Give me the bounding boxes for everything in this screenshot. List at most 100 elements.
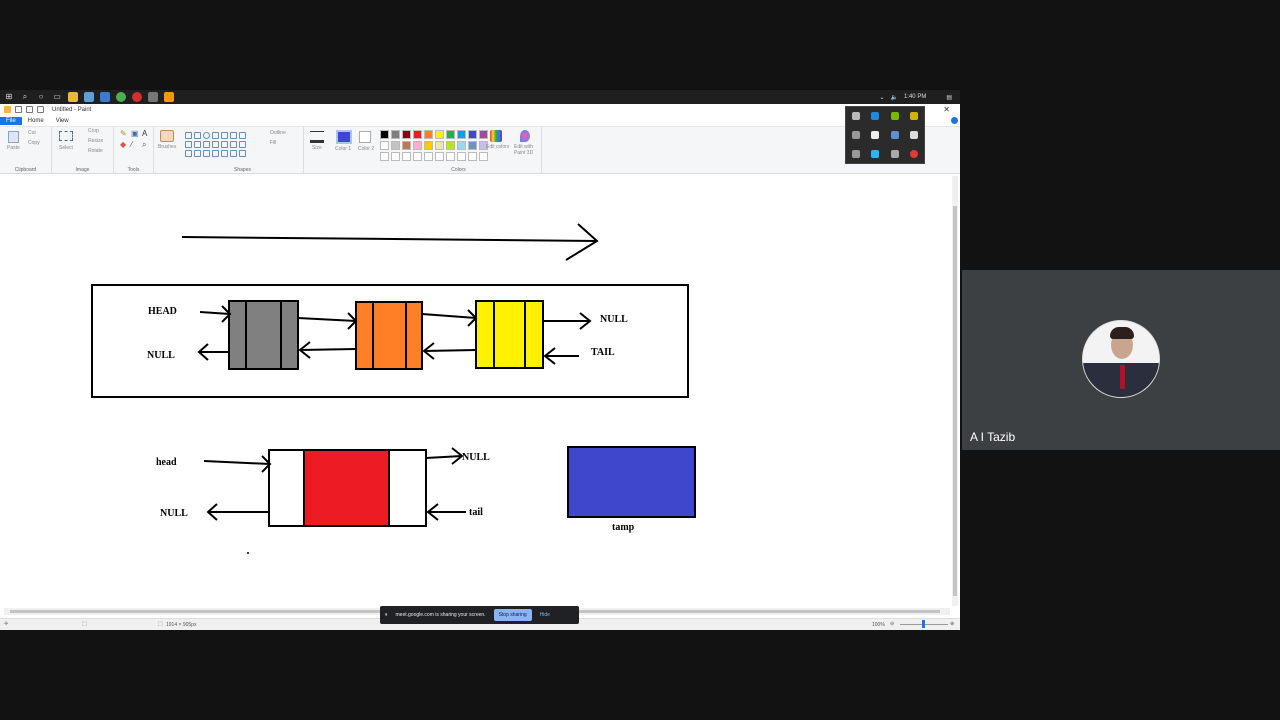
palette-color-swatch[interactable]: [435, 130, 444, 139]
chevron-up-icon[interactable]: ⌄: [879, 94, 885, 101]
shape-oval-callout-icon[interactable]: [221, 150, 228, 157]
custom-color-slot[interactable]: [446, 152, 455, 161]
select-label[interactable]: Select: [59, 145, 73, 151]
participant-tile[interactable]: A I Tazib: [962, 270, 1280, 450]
menu-home[interactable]: Home: [27, 117, 44, 124]
copy-button[interactable]: Copy: [28, 140, 40, 146]
shape-rect-icon[interactable]: [212, 132, 219, 139]
custom-color-slot[interactable]: [435, 152, 444, 161]
file-explorer-icon[interactable]: [68, 92, 78, 102]
start-icon[interactable]: ⊞: [5, 92, 13, 101]
palette-color-swatch[interactable]: [479, 130, 488, 139]
defender-icon[interactable]: [871, 149, 880, 158]
custom-color-slot[interactable]: [457, 152, 466, 161]
steam-icon[interactable]: [890, 130, 899, 139]
palette-color-swatch[interactable]: [380, 130, 389, 139]
shape-heart-icon[interactable]: [239, 150, 246, 157]
notification-icon[interactable]: ▤: [946, 94, 952, 101]
cloud-icon[interactable]: [871, 130, 880, 139]
zoom-out-icon[interactable]: ⊖: [890, 621, 895, 627]
shape-star5-icon[interactable]: [194, 150, 201, 157]
palette-color-swatch[interactable]: [435, 141, 444, 150]
color1-label[interactable]: Color 1: [335, 146, 352, 152]
palette-color-swatch[interactable]: [391, 130, 400, 139]
redo-icon[interactable]: [37, 106, 44, 113]
color1-swatch[interactable]: [336, 130, 352, 144]
shape-polygon-icon[interactable]: [230, 132, 237, 139]
network-icon[interactable]: [851, 130, 860, 139]
palette-color-swatch[interactable]: [380, 141, 389, 150]
palette-color-swatch[interactable]: [402, 141, 411, 150]
custom-color-slot[interactable]: [479, 152, 488, 161]
palette-color-swatch[interactable]: [413, 130, 422, 139]
nvidia-icon[interactable]: [890, 112, 899, 121]
magnifier-icon[interactable]: ⌕: [142, 140, 147, 149]
bluetooth-icon[interactable]: [871, 112, 880, 121]
shape-right-triangle-icon[interactable]: [185, 141, 192, 148]
shape-pentagon-icon[interactable]: [203, 141, 210, 148]
volume-icon[interactable]: 🔈: [890, 94, 898, 101]
palette-color-swatch[interactable]: [446, 130, 455, 139]
shape-arrow-right-icon[interactable]: [221, 141, 228, 148]
palette-color-swatch[interactable]: [446, 141, 455, 150]
stop-sharing-button[interactable]: Stop sharing: [493, 609, 532, 621]
palette-color-swatch[interactable]: [424, 141, 433, 150]
paste-label[interactable]: Paste: [7, 145, 20, 151]
shapes-gallery[interactable]: [184, 130, 264, 157]
text-icon[interactable]: A: [142, 129, 148, 138]
vertical-scroll-thumb[interactable]: [953, 206, 957, 596]
search-icon[interactable]: ⌕: [22, 92, 28, 101]
shape-star6-icon[interactable]: [203, 150, 210, 157]
shape-callout-icon[interactable]: [212, 150, 219, 157]
shape-arrow-left-icon[interactable]: [230, 141, 237, 148]
custom-color-slot[interactable]: [468, 152, 477, 161]
palette-color-swatch[interactable]: [424, 130, 433, 139]
palette-color-swatch[interactable]: [413, 141, 422, 150]
zoom-slider-thumb[interactable]: [922, 620, 925, 628]
palette-color-swatch[interactable]: [468, 141, 477, 150]
custom-color-slot[interactable]: [391, 152, 400, 161]
pointer-icon[interactable]: [890, 149, 899, 158]
custom-color-slot[interactable]: [413, 152, 422, 161]
taskbar-clock[interactable]: 1:40 PM: [903, 94, 927, 100]
shape-hexagon-icon[interactable]: [212, 141, 219, 148]
shape-cloud-icon[interactable]: [230, 150, 237, 157]
shield-icon[interactable]: [851, 149, 860, 158]
cut-button[interactable]: Cut: [28, 130, 36, 136]
outline-button[interactable]: Outline: [270, 130, 286, 136]
display-icon[interactable]: [851, 112, 860, 121]
palette-color-swatch[interactable]: [468, 130, 477, 139]
pencil-icon[interactable]: ✎: [120, 129, 127, 138]
color2-swatch[interactable]: [359, 131, 371, 143]
cortana-icon[interactable]: ○: [38, 92, 44, 101]
fill-button[interactable]: Fill: [270, 140, 277, 146]
custom-color-slot[interactable]: [402, 152, 411, 161]
edit-colors-icon[interactable]: [490, 130, 502, 142]
shape-rounded-rect-icon[interactable]: [221, 132, 228, 139]
opera-icon[interactable]: [132, 92, 142, 102]
custom-color-slot[interactable]: [380, 152, 389, 161]
palette-color-swatch[interactable]: [479, 141, 488, 150]
menu-file[interactable]: File: [0, 116, 22, 125]
fill-icon[interactable]: ▣: [131, 129, 139, 138]
chrome-icon[interactable]: [116, 92, 126, 102]
help-icon[interactable]: [951, 117, 958, 124]
paint-app-icon[interactable]: [148, 92, 158, 102]
paste-icon[interactable]: [8, 131, 19, 143]
brushes-label[interactable]: Brushes: [158, 144, 177, 150]
app-tray-icon[interactable]: [910, 112, 919, 121]
paint3d-icon[interactable]: [164, 92, 174, 102]
palette-color-swatch[interactable]: [402, 130, 411, 139]
shape-diamond-icon[interactable]: [194, 141, 201, 148]
shape-star4-icon[interactable]: [185, 150, 192, 157]
vertical-scrollbar[interactable]: [952, 176, 958, 606]
rotate-button[interactable]: Rotate: [88, 148, 103, 154]
palette-color-swatch[interactable]: [457, 141, 466, 150]
select-icon[interactable]: [59, 131, 73, 141]
shape-curve-icon[interactable]: [194, 132, 201, 139]
edit-colors-button[interactable]: Edit colors: [486, 144, 510, 150]
notepad-icon[interactable]: [84, 92, 94, 102]
close-icon[interactable]: ✕: [943, 105, 950, 114]
zoom-in-icon[interactable]: ⊕: [950, 621, 955, 627]
color2-label[interactable]: Color 2: [358, 146, 375, 152]
